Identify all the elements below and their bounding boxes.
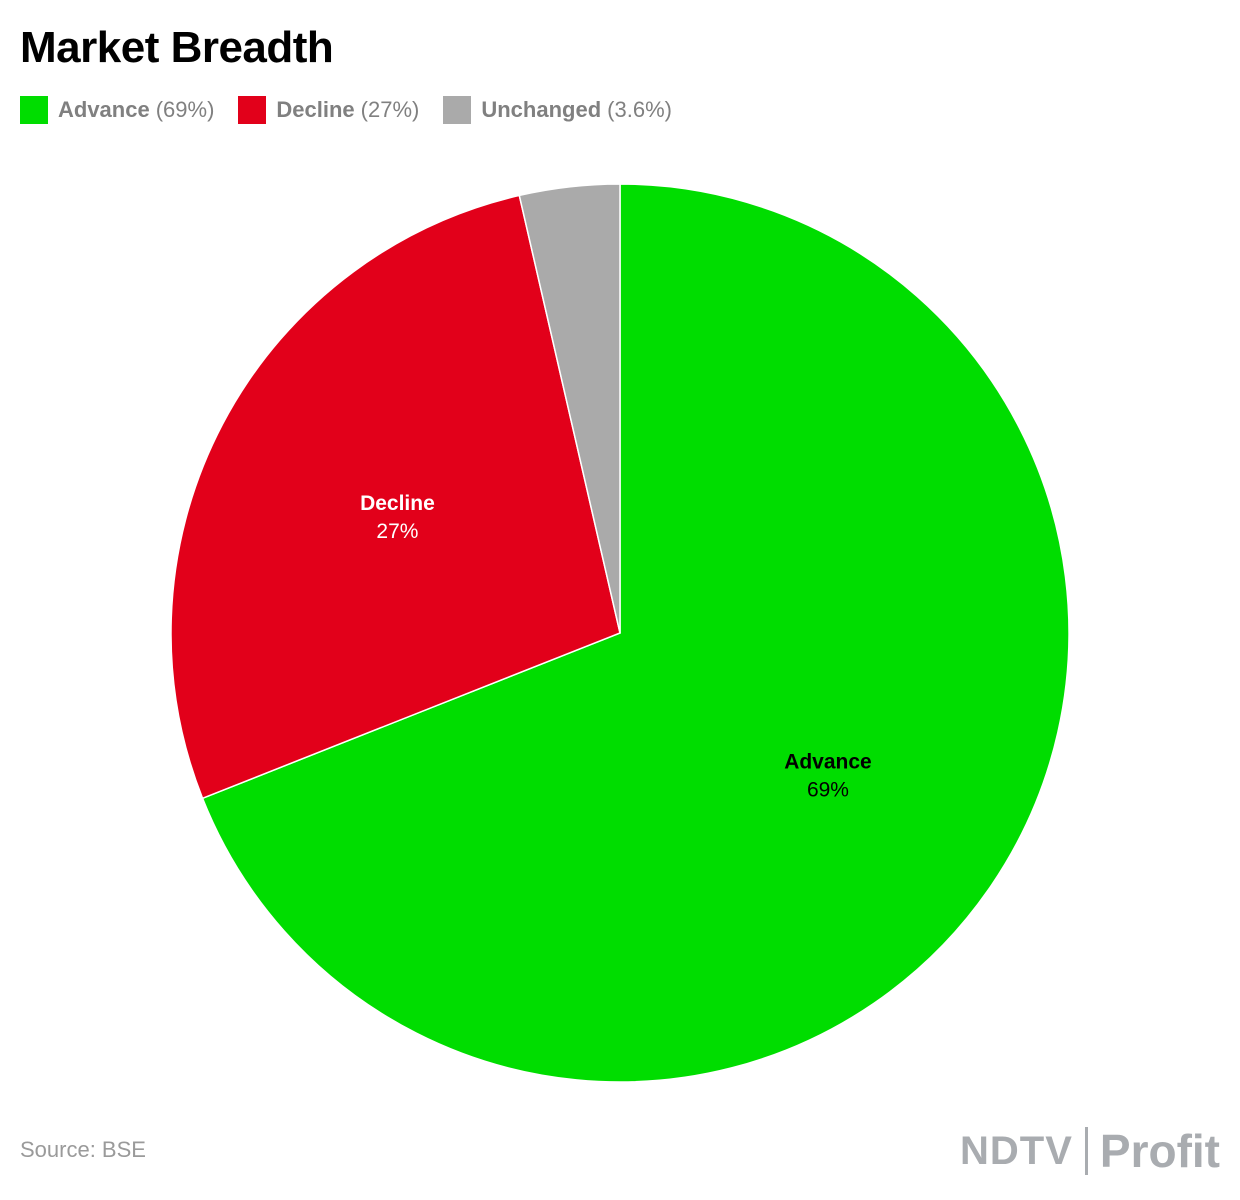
chart-title: Market Breadth [20, 23, 334, 72]
pie-slice-unchanged [518, 183, 621, 634]
pie-slice-decline [170, 194, 621, 800]
legend-label-advance: Advance [58, 97, 150, 122]
slice-name-label-decline: Decline [360, 492, 435, 515]
legend-swatch-unchanged [443, 96, 472, 124]
slice-name-label-advance: Advance [784, 750, 872, 773]
legend-pct-unchanged: (3.6%) [607, 97, 672, 122]
legend-swatch-advance [20, 96, 48, 124]
pie-slice-advance [201, 183, 1070, 1083]
ndtv-profit-logo: NDTV Profit [960, 1124, 1220, 1178]
legend-item-unchanged: Unchanged (3.6%) [443, 96, 672, 124]
logo-divider [1084, 1127, 1088, 1175]
slice-value-label-decline: 27% [376, 520, 418, 543]
legend-label-decline: Decline [276, 97, 355, 122]
source-note: Source: BSE [20, 1137, 146, 1162]
chart-legend: Advance (69%) Decline (27%) Unchanged (3… [20, 94, 696, 126]
legend-swatch-decline [238, 96, 267, 124]
legend-pct-advance: (69%) [155, 97, 215, 122]
slice-value-label-advance: 69% [807, 778, 849, 801]
logo-ndtv-text: NDTV [960, 1128, 1073, 1173]
legend-label-unchanged: Unchanged [481, 97, 602, 122]
legend-item-advance: Advance (69%) [20, 96, 214, 124]
logo-profit-text: Profit [1099, 1125, 1220, 1177]
legend-item-decline: Decline (27%) [238, 96, 419, 124]
legend-pct-decline: (27%) [360, 97, 420, 122]
